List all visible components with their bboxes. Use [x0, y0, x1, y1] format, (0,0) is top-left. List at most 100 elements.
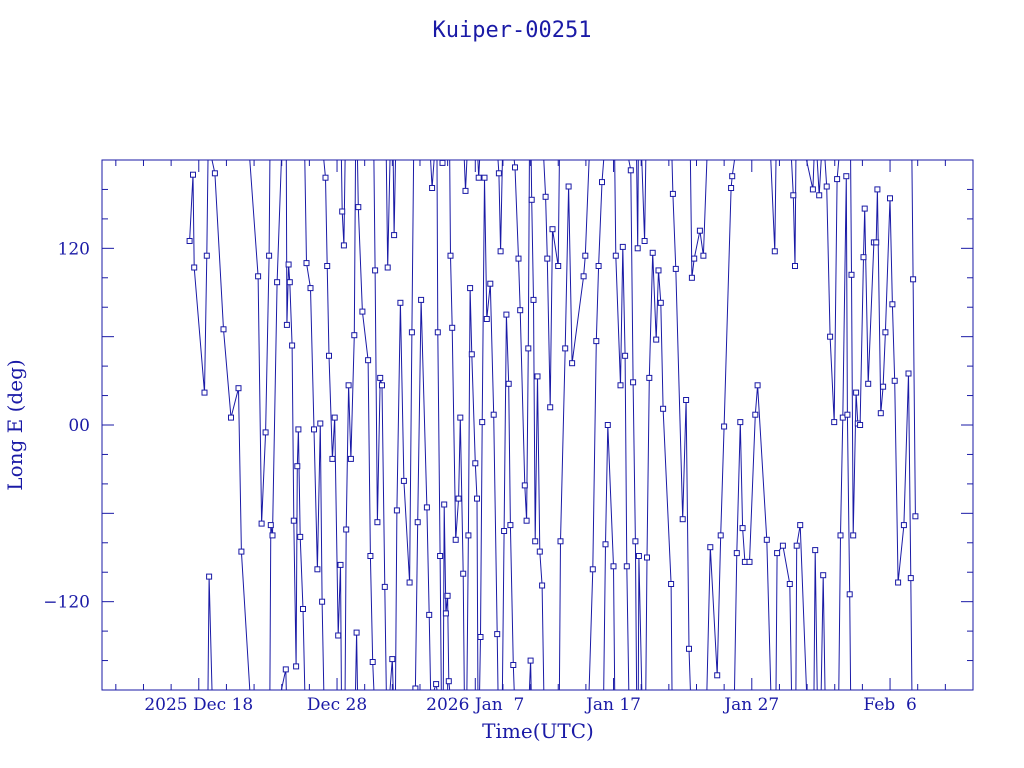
y-tick-label: 00 — [68, 416, 90, 436]
data-point — [324, 263, 331, 269]
data-point — [191, 264, 198, 271]
data-point — [326, 352, 332, 359]
data-point — [505, 380, 512, 387]
data-point — [300, 606, 306, 612]
data-point — [369, 659, 376, 665]
data-point — [688, 274, 695, 281]
data-point — [408, 329, 415, 336]
data-point — [752, 411, 759, 418]
data-point — [391, 232, 398, 239]
data-point — [433, 681, 440, 688]
data-point — [657, 299, 664, 306]
data-point — [285, 261, 292, 268]
data-point — [339, 208, 346, 215]
data-point — [717, 532, 724, 539]
data-point — [779, 542, 786, 549]
data-point — [355, 204, 362, 211]
data-point — [739, 525, 746, 532]
data-point — [472, 460, 479, 467]
data-point — [707, 544, 714, 551]
data-point — [900, 522, 907, 529]
data-point — [604, 422, 611, 428]
data-point — [512, 164, 518, 171]
data-point — [255, 273, 262, 280]
data-point — [837, 532, 844, 539]
chart-title: Kuiper-00251 — [433, 18, 592, 43]
data-point — [406, 579, 413, 586]
data-point — [595, 263, 602, 269]
data-point — [653, 336, 660, 343]
data-point — [683, 397, 690, 403]
data-point — [329, 455, 336, 462]
data-point — [444, 592, 451, 599]
data-point — [262, 429, 269, 436]
data-point — [582, 252, 589, 259]
data-point — [589, 566, 596, 573]
data-point — [452, 536, 459, 543]
data-point — [374, 519, 381, 526]
data-point — [728, 185, 735, 191]
data-point — [880, 383, 887, 390]
data-point — [515, 255, 522, 262]
data-point — [729, 173, 736, 180]
data-point — [381, 583, 388, 590]
data-point — [889, 301, 896, 308]
data-point — [895, 579, 902, 586]
data-point — [190, 171, 196, 178]
data-point — [746, 558, 753, 565]
data-point — [290, 517, 297, 524]
data-point — [763, 536, 770, 543]
data-point — [910, 276, 917, 283]
x-tick-label: Feb 6 — [863, 695, 916, 715]
data-point — [569, 360, 576, 367]
data-point — [311, 426, 317, 433]
data-point — [412, 685, 419, 690]
y-tick-label: 120 — [58, 239, 90, 259]
data-point — [617, 382, 624, 389]
data-point — [655, 267, 662, 274]
x-tick-label: 2026 Jan 7 — [426, 695, 524, 715]
data-point — [211, 170, 218, 177]
data-point — [442, 610, 449, 617]
data-point — [834, 176, 841, 183]
data-point — [372, 267, 379, 274]
data-point — [507, 522, 514, 529]
data-point — [314, 566, 321, 573]
data-point — [700, 252, 707, 259]
data-point — [510, 662, 517, 668]
data-point — [331, 414, 338, 421]
data-point — [201, 389, 208, 396]
data-point — [536, 548, 543, 555]
data-point — [737, 419, 744, 426]
data-point — [816, 192, 823, 199]
data-point — [542, 193, 549, 200]
series-line-0 — [189, 160, 916, 690]
data-point — [397, 299, 404, 306]
data-point — [460, 570, 467, 577]
data-point — [447, 252, 454, 259]
data-point — [634, 245, 641, 252]
data-point — [477, 634, 484, 640]
data-point — [319, 598, 326, 605]
x-tick-label: 2025 Dec 18 — [144, 695, 253, 715]
data-point — [599, 179, 605, 186]
data-point — [874, 186, 881, 193]
data-point — [340, 242, 347, 249]
data-point — [353, 629, 360, 636]
data-point — [672, 265, 679, 272]
data-point — [503, 311, 510, 318]
data-point — [266, 252, 273, 259]
data-point — [400, 477, 407, 484]
data-point — [691, 255, 698, 262]
data-point — [521, 482, 528, 489]
data-point — [468, 351, 475, 358]
data-point — [494, 631, 501, 638]
data-point — [490, 411, 497, 418]
data-point — [632, 538, 639, 545]
data-point — [379, 382, 385, 389]
data-point — [384, 264, 391, 271]
data-point — [793, 542, 800, 549]
data-point — [303, 260, 310, 267]
x-axis: 2025 Dec 18 Dec 28 2026 Jan 7 Jan 17 Jan 27 F… — [115, 160, 974, 715]
data-point — [527, 657, 534, 664]
